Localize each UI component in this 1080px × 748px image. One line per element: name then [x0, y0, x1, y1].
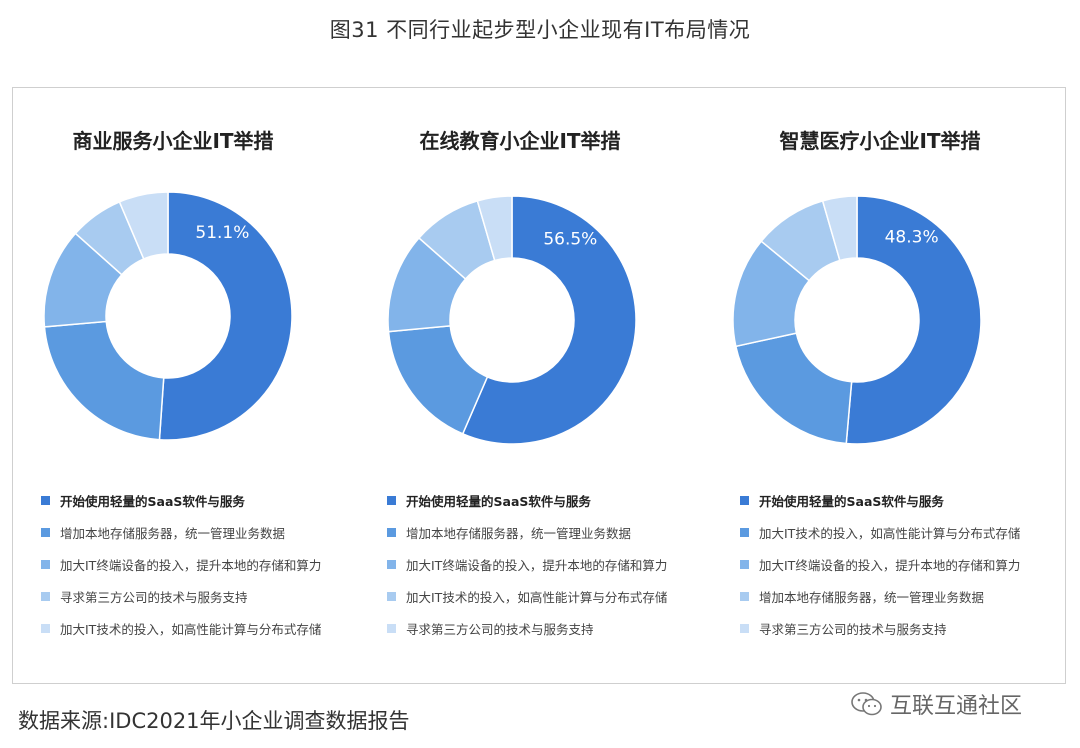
legend-swatch: [41, 495, 50, 505]
donut-slice: [158, 191, 293, 441]
legend-item: 开始使用轻量的SaaS软件与服务: [387, 484, 667, 516]
donut-slice: [845, 195, 982, 445]
slice-data-label: 51.1%: [195, 223, 249, 243]
chart-title-education: 在线教育小企业IT举措: [419, 129, 621, 153]
legend-label: 加大IT技术的投入，如高性能计算与分布式存储: [60, 621, 322, 637]
legend-item: 开始使用轻量的SaaS软件与服务: [41, 484, 321, 516]
watermark-text: 互联互通社区: [890, 694, 1023, 719]
legend-label: 增加本地存储服务器，统一管理业务数据: [406, 525, 632, 541]
legend-item: 寻求第三方公司的技术与服务支持: [41, 580, 321, 612]
legend-swatch: [41, 559, 50, 569]
legend-swatch: [387, 623, 396, 633]
donut-slice: [821, 195, 858, 262]
slice-data-label: 56.5%: [543, 229, 597, 249]
legend-label: 寻求第三方公司的技术与服务支持: [406, 621, 594, 637]
legend-education: 开始使用轻量的SaaS软件与服务增加本地存储服务器，统一管理业务数据加大IT终端…: [387, 484, 667, 644]
legend-swatch: [41, 623, 50, 633]
chart-title-commercial: 商业服务小企业IT举措: [72, 129, 274, 153]
donut-chart-commercial: 51.1%: [43, 191, 293, 441]
legend-item: 加大IT技术的投入，如高性能计算与分布式存储: [387, 580, 667, 612]
donut-slice: [476, 195, 513, 262]
donut-chart-education: 56.5%: [387, 195, 637, 445]
legend-swatch: [740, 559, 749, 569]
wechat-icon: [851, 692, 882, 716]
legend-label: 开始使用轻量的SaaS软件与服务: [406, 493, 591, 509]
legend-swatch: [740, 591, 749, 601]
legend-swatch: [387, 527, 396, 537]
donut-slice: [118, 191, 169, 260]
legend-item: 加大IT终端设备的投入，提升本地的存储和算力: [41, 548, 321, 580]
donut-slice: [461, 195, 637, 445]
chart-panel: 商业服务小企业IT举措 在线教育小企业IT举措 智慧医疗小企业IT举措 51.1…: [12, 87, 1066, 684]
legend-commercial: 开始使用轻量的SaaS软件与服务增加本地存储服务器，统一管理业务数据加大IT终端…: [41, 484, 321, 644]
figure-title: 图31 不同行业起步型小企业现有IT布局情况: [329, 18, 751, 42]
chart-title-medical: 智慧医疗小企业IT举措: [779, 129, 981, 153]
legend-label: 加大IT终端设备的投入，提升本地的存储和算力: [406, 557, 668, 573]
legend-swatch: [740, 527, 749, 537]
legend-label: 开始使用轻量的SaaS软件与服务: [60, 493, 245, 509]
legend-label: 加大IT终端设备的投入，提升本地的存储和算力: [759, 557, 1021, 573]
legend-item: 寻求第三方公司的技术与服务支持: [387, 612, 667, 644]
legend-swatch: [41, 527, 50, 537]
data-source: 数据来源:IDC2021年小企业调查数据报告: [18, 709, 410, 733]
legend-swatch: [41, 591, 50, 601]
donut-slice: [734, 332, 853, 445]
legend-label: 加大IT技术的投入，如高性能计算与分布式存储: [759, 525, 1021, 541]
legend-label: 增加本地存储服务器，统一管理业务数据: [759, 589, 985, 605]
legend-medical: 开始使用轻量的SaaS软件与服务加大IT技术的投入，如高性能计算与分布式存储 加大…: [740, 484, 1020, 644]
legend-swatch: [387, 559, 396, 569]
donut-chart-medical: 48.3%: [732, 195, 982, 445]
legend-item: 寻求第三方公司的技术与服务支持: [740, 612, 1020, 644]
legend-label: 增加本地存储服务器，统一管理业务数据: [60, 525, 286, 541]
legend-label: 开始使用轻量的SaaS软件与服务: [759, 493, 944, 509]
legend-item: 加大IT终端设备的投入，提升本地的存储和算力: [740, 548, 1020, 580]
legend-item: 增加本地存储服务器，统一管理业务数据: [41, 516, 321, 548]
legend-label: 加大IT技术的投入，如高性能计算与分布式存储: [406, 589, 668, 605]
legend-item: 增加本地存储服务器，统一管理业务数据: [387, 516, 667, 548]
legend-swatch: [387, 591, 396, 601]
slice-data-label: 48.3%: [885, 227, 939, 247]
legend-label: 加大IT终端设备的投入，提升本地的存储和算力: [60, 557, 322, 573]
legend-item: 加大IT技术的投入，如高性能计算与分布式存储: [41, 612, 321, 644]
legend-label: 寻求第三方公司的技术与服务支持: [759, 621, 947, 637]
donut-slice: [43, 320, 165, 441]
legend-item: 增加本地存储服务器，统一管理业务数据: [740, 580, 1020, 612]
legend-swatch: [387, 495, 396, 505]
legend-item: 加大IT技术的投入，如高性能计算与分布式存储: [740, 516, 1020, 548]
legend-swatch: [740, 623, 749, 633]
legend-item: 开始使用轻量的SaaS软件与服务: [740, 484, 1020, 516]
legend-label: 寻求第三方公司的技术与服务支持: [60, 589, 248, 605]
legend-item: 加大IT终端设备的投入，提升本地的存储和算力: [387, 548, 667, 580]
legend-swatch: [740, 495, 749, 505]
watermark: 互联互通社区: [850, 688, 1022, 720]
